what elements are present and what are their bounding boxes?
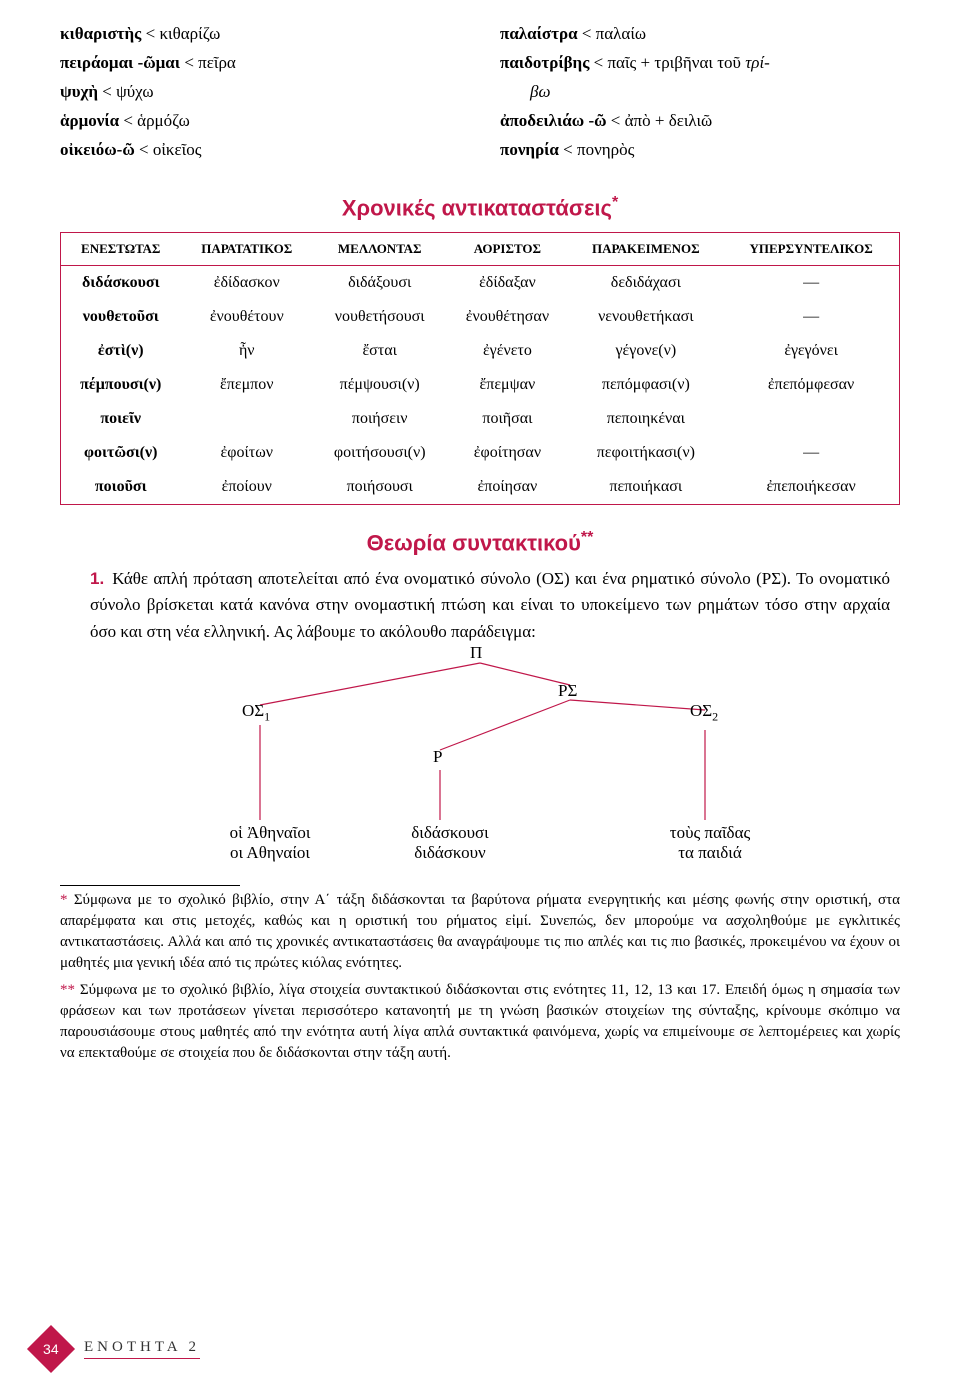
table-row: διδάσκουσιἐδίδασκονδιδάξουσιἐδίδαξανδεδι…	[61, 265, 900, 300]
table-cell: διδάξουσι	[313, 265, 446, 300]
table-header-cell: ΑΟΡΙΣΤΟΣ	[446, 232, 568, 265]
table-cell	[180, 402, 313, 436]
table-cell: πεφοιτήκασι(ν)	[568, 436, 723, 470]
etymology-line: ψυχὴ < ψύχω	[60, 78, 460, 107]
table-header-cell: ΠΑΡΑΤΑΤΙΚΟΣ	[180, 232, 313, 265]
syntax-tree: Π ΡΣ ΟΣ1 ΟΣ2 Ρ οἱ Ἀθηναῖοιοι Αθηναίοι δι…	[150, 645, 810, 875]
tree-node-R: Ρ	[433, 747, 442, 767]
table-header-row: ΕΝΕΣΤΩΤΑΣΠΑΡΑΤΑΤΙΚΟΣΜΕΛΛΟΝΤΑΣΑΟΡΙΣΤΟΣΠΑΡ…	[61, 232, 900, 265]
table-cell: ἐφοίτων	[180, 436, 313, 470]
etymology-line: οἰκειόω-ῶ < οἰκεῖος	[60, 136, 460, 165]
paragraph-text: Κάθε απλή πρόταση αποτελείται από ένα ον…	[90, 569, 890, 641]
table-row: ποιεῖν ποιήσεινποιῆσαιπεποιηκέναι	[61, 402, 900, 436]
table-cell: ἐστὶ(ν)	[61, 334, 181, 368]
section-title-tenses: Χρονικές αντικαταστάσεις*	[60, 194, 900, 221]
page-footer: 34 ΕΝΟΤΗΤΑ 2	[34, 1332, 200, 1366]
table-cell: πέμπουσι(ν)	[61, 368, 181, 402]
table-cell: φοιτῶσι(ν)	[61, 436, 181, 470]
table-cell: ἐδίδασκον	[180, 265, 313, 300]
table-header-cell: ΕΝΕΣΤΩΤΑΣ	[61, 232, 181, 265]
etymology-line: ἁρμονία < ἁρμόζω	[60, 107, 460, 136]
table-cell: ἐπεποιήκεσαν	[723, 470, 899, 505]
footnote-2: ** Σύμφωνα με το σχολικό βιβλίο, λίγα στ…	[60, 980, 900, 1064]
table-row: ἐστὶ(ν)ἦνἔσταιἐγένετογέγονε(ν)ἐγεγόνει	[61, 334, 900, 368]
table-cell: νουθετήσουσι	[313, 300, 446, 334]
table-cell: πεποιηκέναι	[568, 402, 723, 436]
table-header-cell: ΠΑΡΑΚΕΙΜΕΝΟΣ	[568, 232, 723, 265]
table-cell: ἐνουθέτουν	[180, 300, 313, 334]
table-row: φοιτῶσι(ν)ἐφοίτωνφοιτήσουσι(ν)ἐφοίτησανπ…	[61, 436, 900, 470]
section-title-syntax: Θεωρία συντακτικού**	[60, 529, 900, 556]
page-number-diamond: 34	[27, 1325, 75, 1373]
table-cell: δεδιδάχασι	[568, 265, 723, 300]
etymology-line: βω	[500, 78, 900, 107]
table-cell: ποιήσειν	[313, 402, 446, 436]
table-row: πέμπουσι(ν)ἔπεμπονπέμψουσι(ν)ἔπεμψανπεπό…	[61, 368, 900, 402]
verb-substitution-table: ΕΝΕΣΤΩΤΑΣΠΑΡΑΤΑΤΙΚΟΣΜΕΛΛΟΝΤΑΣΑΟΡΙΣΤΟΣΠΑΡ…	[60, 232, 900, 505]
tree-node-OS2: ΟΣ2	[690, 701, 718, 724]
table-row: νουθετοῦσιἐνουθέτουννουθετήσουσιἐνουθέτη…	[61, 300, 900, 334]
table-cell: ἐγεγόνει	[723, 334, 899, 368]
table-cell: ποιῆσαι	[446, 402, 568, 436]
table-cell: πεπόμφασι(ν)	[568, 368, 723, 402]
table-cell: ἦν	[180, 334, 313, 368]
table-cell: πέμψουσι(ν)	[313, 368, 446, 402]
etymology-left: κιθαριστὴς < κιθαρίζωπειράομαι -ῶμαι < π…	[60, 20, 460, 164]
table-cell: διδάσκουσι	[61, 265, 181, 300]
table-cell: —	[723, 265, 899, 300]
tree-leaf-3: τοὺς παῖδαςτα παιδιά	[640, 823, 780, 863]
table-cell: —	[723, 436, 899, 470]
table-cell	[723, 402, 899, 436]
footnote-mark-1: *	[612, 194, 618, 211]
table-cell: —	[723, 300, 899, 334]
etymology-line: πειράομαι -ῶμαι < πεῖρα	[60, 49, 460, 78]
table-cell: ἐποίησαν	[446, 470, 568, 505]
table-cell: ἐφοίτησαν	[446, 436, 568, 470]
footnote-rule	[60, 885, 240, 886]
etymology-line: κιθαριστὴς < κιθαρίζω	[60, 20, 460, 49]
table-cell: φοιτήσουσι(ν)	[313, 436, 446, 470]
table-cell: ἐδίδαξαν	[446, 265, 568, 300]
table-cell: πεποιήκασι	[568, 470, 723, 505]
numbered-paragraph: 1.Κάθε απλή πρόταση αποτελείται από ένα …	[90, 566, 890, 645]
table-body: διδάσκουσιἐδίδασκονδιδάξουσιἐδίδαξανδεδι…	[61, 265, 900, 504]
tree-leaf-2: διδάσκουσιδιδάσκουν	[380, 823, 520, 863]
table-cell: νενουθετήκασι	[568, 300, 723, 334]
etymology-line: παλαίστρα < παλαίω	[500, 20, 900, 49]
table-cell: ἔσται	[313, 334, 446, 368]
table-cell: γέγονε(ν)	[568, 334, 723, 368]
table-cell: ποιεῖν	[61, 402, 181, 436]
table-cell: ἐνουθέτησαν	[446, 300, 568, 334]
table-cell: ἐγένετο	[446, 334, 568, 368]
table-header-cell: ΥΠΕΡΣΥΝΤΕΛΙΚΟΣ	[723, 232, 899, 265]
table-row: ποιοῦσιἐποίουνποιήσουσιἐποίησανπεποιήκασ…	[61, 470, 900, 505]
table-cell: ἐπεπόμφεσαν	[723, 368, 899, 402]
tree-node-P: Π	[470, 643, 482, 663]
footnote-1: * Σύμφωνα με το σχολικό βιβλίο, στην Α΄ …	[60, 890, 900, 974]
list-number-1: 1.	[90, 569, 104, 588]
section2-title-text: Θεωρία συντακτικού	[367, 530, 581, 555]
table-cell: ποιήσουσι	[313, 470, 446, 505]
table-cell: ἐποίουν	[180, 470, 313, 505]
table-header-cell: ΜΕΛΛΟΝΤΑΣ	[313, 232, 446, 265]
section1-title-text: Χρονικές αντικαταστάσεις	[342, 196, 612, 221]
page-number: 34	[43, 1341, 59, 1357]
tree-node-RS: ΡΣ	[558, 681, 577, 701]
etymology-line: ἀποδειλιάω -ῶ < ἀπὸ + δειλιῶ	[500, 107, 900, 136]
etymology-right: παλαίστρα < παλαίωπαιδοτρίβης < παῖς + τ…	[500, 20, 900, 164]
table-cell: ἔπεμψαν	[446, 368, 568, 402]
etymology-columns: κιθαριστὴς < κιθαρίζωπειράομαι -ῶμαι < π…	[60, 20, 900, 164]
table-cell: νουθετοῦσι	[61, 300, 181, 334]
table-cell: ποιοῦσι	[61, 470, 181, 505]
tree-node-OS1: ΟΣ1	[242, 701, 270, 724]
etymology-line: παιδοτρίβης < παῖς + τριβῆναι τοῦ τρί-	[500, 49, 900, 78]
tree-leaf-1: οἱ Ἀθηναῖοιοι Αθηναίοι	[200, 823, 340, 863]
footnote-mark-2: **	[581, 529, 593, 546]
unit-label: ΕΝΟΤΗΤΑ 2	[84, 1339, 200, 1359]
etymology-line: πονηρία < πονηρὸς	[500, 136, 900, 165]
table-cell: ἔπεμπον	[180, 368, 313, 402]
